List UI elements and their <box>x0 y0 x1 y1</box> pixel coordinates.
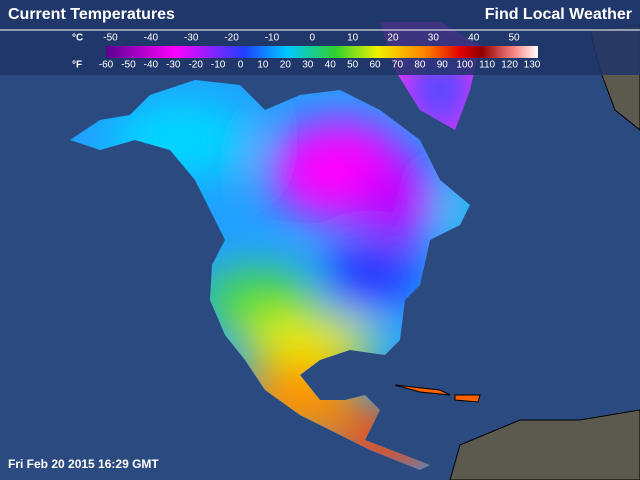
color-scale: -60 -50 -40 -30 -20 -10 0 10 20 30 40 50 60 70 80 90 100… <box>99 33 541 71</box>
fahrenheit-tick: 110 <box>479 60 495 71</box>
celsius-tick: 50 <box>509 33 521 44</box>
islands <box>394 384 481 403</box>
fahrenheit-tick: -50 <box>121 60 136 71</box>
fahrenheit-tick: 120 <box>501 60 518 71</box>
fahrenheit-tick: 60 <box>369 60 381 71</box>
fahrenheit-tick: 100 <box>456 60 473 71</box>
celsius-tick: 0 <box>309 33 315 44</box>
fahrenheit-tick: 0 <box>238 60 244 71</box>
fahrenheit-tick: 40 <box>325 60 337 71</box>
fahrenheit-tick: 10 <box>257 60 269 71</box>
fahrenheit-tick: -10 <box>211 60 226 71</box>
fahrenheit-tick: 20 <box>280 60 292 71</box>
celsius-tick: -20 <box>224 33 239 44</box>
celsius-tick: -10 <box>265 33 280 44</box>
celsius-tick: 30 <box>428 33 440 44</box>
celsius-tick: -40 <box>144 33 159 44</box>
fahrenheit-tick: 90 <box>437 60 449 71</box>
fahrenheit-tick: 80 <box>414 60 426 71</box>
timestamp: Fri Feb 20 2015 16:29 GMT <box>8 457 159 471</box>
south-america <box>449 409 640 480</box>
title: Current Temperatures <box>8 6 175 23</box>
color-bar <box>106 46 538 58</box>
fahrenheit-tick: 50 <box>347 60 359 71</box>
fahrenheit-tick: 30 <box>302 60 314 71</box>
celsius-label: °C <box>72 33 83 44</box>
fahrenheit-tick: -60 <box>99 60 114 71</box>
fahrenheit-tick: 130 <box>524 60 541 71</box>
celsius-tick: 20 <box>387 33 399 44</box>
fahrenheit-tick: -40 <box>144 60 159 71</box>
header-bar <box>0 0 640 75</box>
fahrenheit-tick: -20 <box>188 60 203 71</box>
local-weather-link[interactable]: Find Local Weather <box>485 6 632 23</box>
celsius-tick: 10 <box>347 33 359 44</box>
celsius-tick: 40 <box>468 33 480 44</box>
fahrenheit-tick: -30 <box>166 60 181 71</box>
celsius-tick: -30 <box>184 33 199 44</box>
fahrenheit-label: °F <box>72 60 82 71</box>
celsius-tick: -50 <box>103 33 118 44</box>
fahrenheit-tick: 70 <box>392 60 404 71</box>
